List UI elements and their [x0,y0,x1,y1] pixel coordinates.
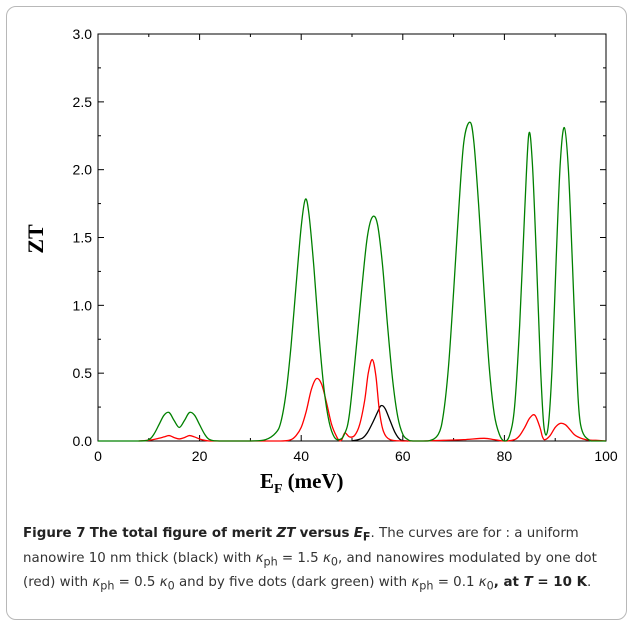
figure-frame: 0 20 40 60 80 100 0.0 0.5 1.0 1.5 2.0 2.5 3.0 ZT EF(… [6,6,627,620]
y-tick-label: 3.0 [73,26,93,42]
red-series-line [138,358,607,442]
caption-kappa0-3: κ [478,575,487,591]
caption-kappa0-3-sub: 0 [486,580,494,594]
y-tick-label: 1.5 [73,230,93,246]
x-tick-label: 20 [192,448,208,464]
y-axis-title: ZT [23,224,48,254]
x-axis-title-main: E [260,469,274,493]
x-axis-title-unit: (meV) [288,469,344,493]
caption-kappa0-2: κ [159,575,168,591]
caption-at: , at [493,575,524,591]
figure-caption: Figure 7 The total figure of merit ZT ve… [23,523,623,597]
caption-eq-3: = 0.1 [433,575,479,591]
black-series-line [351,404,408,442]
caption-body-2: , and nanowires modulated by one dot (re… [23,550,597,591]
axis-ticks [97,33,607,442]
caption-kappa0-2-sub: 0 [167,580,175,594]
y-tick-label: 1.0 [73,297,93,313]
caption-title-ef: E [353,526,363,541]
caption-t-var: T [523,575,533,591]
caption-label: Figure 7 [23,526,86,541]
caption-body-3: and by five dots (dark green) with [174,575,412,591]
x-tick-label: 80 [497,448,513,464]
y-tick-label: 2.0 [73,162,93,178]
caption-kappa0-1-sub: 0 [330,555,338,569]
axis-tick-labels: 0 20 40 60 80 100 0.0 0.5 1.0 1.5 2.0 2.5 3.0 [73,26,618,464]
caption-kappa0-1: κ [322,550,331,566]
caption-kappa-1-sub: ph [263,555,278,569]
caption-kappa-2: κ [92,575,101,591]
y-tick-label: 0.0 [73,433,93,449]
green-series-line [98,121,606,442]
x-tick-label: 100 [594,448,618,464]
caption-title-pre: The total figure of merit [89,526,273,541]
x-axis-title: EF (meV) [260,469,344,497]
caption-kappa-2-sub: ph [100,580,115,594]
series-layer [98,121,607,442]
caption-title-versus: versus [299,526,350,541]
caption-kappa-3-sub: ph [419,580,434,594]
caption-kappa-1: κ [255,550,264,566]
caption-title-ef-sub: F [362,530,371,544]
x-tick-label: 60 [395,448,411,464]
x-axis-title-sub: F [274,482,283,497]
caption-kappa-3: κ [411,575,420,591]
y-tick-label: 0.5 [73,365,93,381]
plot-area-border [97,33,607,442]
caption-end: . [586,575,592,591]
x-tick-label: 0 [94,448,102,464]
x-tick-label: 40 [293,448,309,464]
caption-eq-1: = 1.5 [277,550,323,566]
y-tick-label: 2.5 [73,94,93,110]
caption-body-1: . The curves are for : a uniform nanowir… [23,526,579,566]
caption-eq-2: = 0.5 [114,575,160,591]
zt-chart: 0 20 40 60 80 100 0.0 0.5 1.0 1.5 2.0 2.5 3.0 ZT EF (… [23,26,618,497]
caption-t-value: = 10 K [532,575,587,591]
caption-title-zt: ZT [276,526,296,541]
